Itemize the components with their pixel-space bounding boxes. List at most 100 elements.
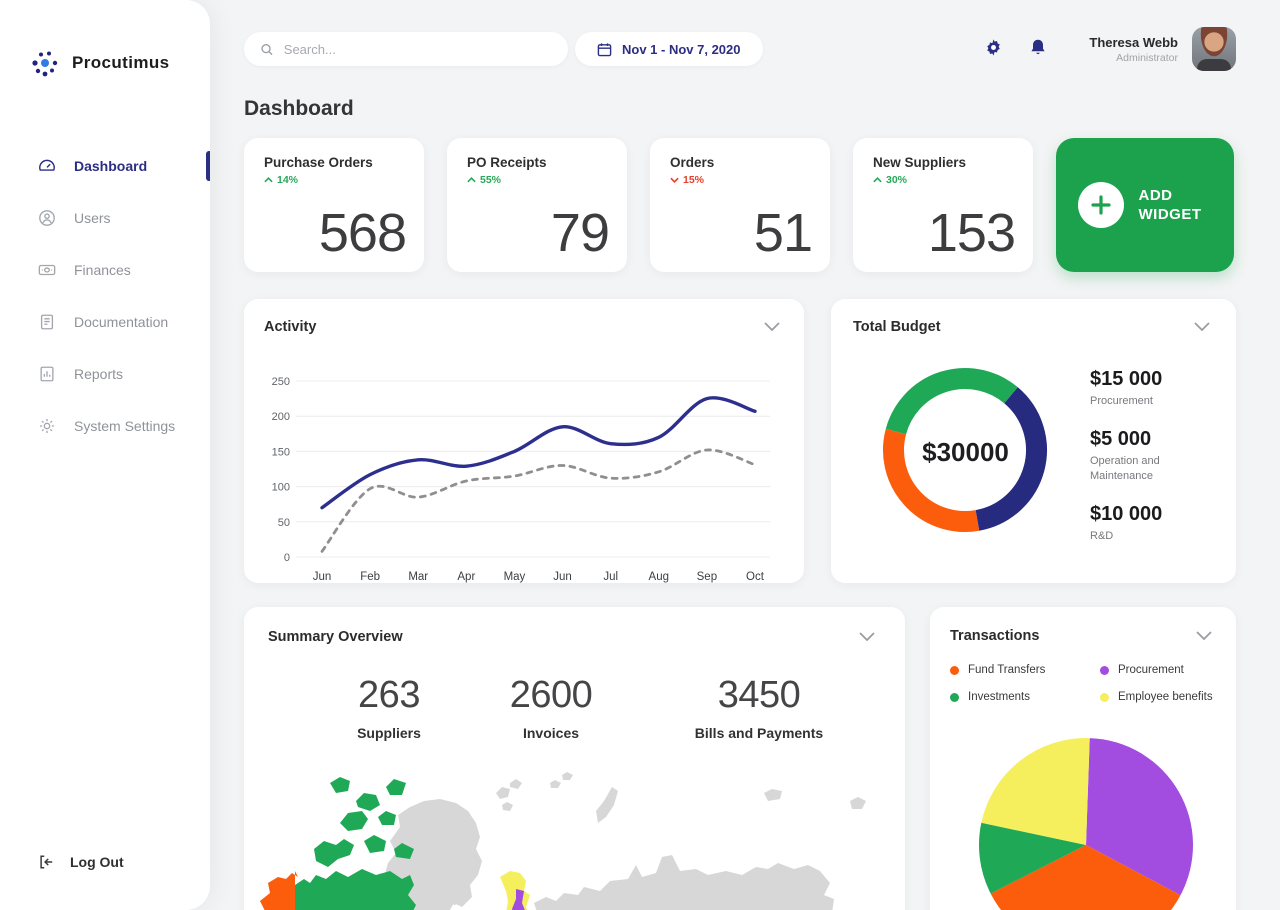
world-map xyxy=(244,753,905,910)
legend-item: Investments xyxy=(950,691,1100,703)
budget-total: $30000 xyxy=(922,436,1009,467)
svg-text:150: 150 xyxy=(272,446,290,458)
bell-icon xyxy=(1031,39,1045,55)
settings-gear-icon xyxy=(39,418,55,434)
chevron-down-icon xyxy=(859,632,875,642)
sidebar-item-reports[interactable]: Reports xyxy=(0,348,210,400)
budget-legend-item: $10 000 R&D xyxy=(1090,502,1163,542)
activity-collapse-button[interactable] xyxy=(760,315,784,338)
transactions-card: Transactions Fund Transfers Procurement … xyxy=(930,607,1236,910)
stat-title: Orders xyxy=(670,155,715,170)
add-widget-button[interactable]: ADD WIDGET xyxy=(1056,138,1234,272)
sidebar-nav: Dashboard Users Finances Documentation R… xyxy=(0,140,210,452)
stat-value: 568 xyxy=(318,203,407,263)
trend-up-icon xyxy=(467,177,476,183)
logout-icon xyxy=(40,855,53,869)
notifications-button[interactable] xyxy=(1023,32,1053,66)
sidebar-item-documentation[interactable]: Documentation xyxy=(0,296,210,348)
logo-dots-icon xyxy=(32,51,58,77)
svg-text:May: May xyxy=(504,571,526,583)
budget-legend-item: $15 000 Procurement xyxy=(1090,368,1163,407)
date-range-button[interactable]: Nov 1 - Nov 7, 2020 xyxy=(575,32,763,66)
stat-title: PO Receipts xyxy=(467,155,547,170)
summary-stat-bills: 3450 Bills and Payments xyxy=(694,674,824,741)
date-range-label: Nov 1 - Nov 7, 2020 xyxy=(622,41,741,57)
sidebar-item-label: Users xyxy=(74,210,111,226)
svg-text:50: 50 xyxy=(278,517,290,529)
logo-text: Procutimus xyxy=(72,53,170,72)
search-box[interactable] xyxy=(244,32,568,66)
logout-label: Log Out xyxy=(70,854,124,870)
sidebar-item-label: Documentation xyxy=(74,314,169,330)
chevron-down-icon xyxy=(1194,322,1210,332)
settings-button[interactable] xyxy=(978,32,1009,66)
sidebar: Procutimus Dashboard Users Finances Docu… xyxy=(0,0,210,910)
stat-value: 153 xyxy=(927,203,1016,263)
transactions-legend: Fund Transfers Procurement Investments E… xyxy=(950,664,1216,703)
finances-icon xyxy=(38,264,56,276)
sidebar-item-system-settings[interactable]: System Settings xyxy=(0,400,210,452)
activity-line-chart: 0 50 100 150 200 250 Jun Feb Mar Apr May Jun Jul Aug S… xyxy=(272,376,770,583)
legend-dot xyxy=(950,692,959,702)
svg-text:Jun: Jun xyxy=(553,571,572,583)
user-name: Theresa Webb xyxy=(1089,34,1178,50)
svg-text:200: 200 xyxy=(272,411,290,423)
logout-button[interactable]: Log Out xyxy=(0,854,210,910)
reports-icon xyxy=(40,366,54,382)
stat-card-purchase-orders: Purchase Orders 14% 568 xyxy=(244,138,424,272)
summary-collapse-button[interactable] xyxy=(855,625,879,648)
add-widget-label: ADD WIDGET xyxy=(1138,186,1202,224)
page-title: Dashboard xyxy=(244,97,354,120)
user-role: Administrator xyxy=(1116,51,1178,64)
stat-card-new-suppliers: New Suppliers 30% 153 xyxy=(853,138,1033,272)
svg-text:Sep: Sep xyxy=(697,571,717,583)
search-input[interactable] xyxy=(283,41,552,57)
world-map-svg xyxy=(260,772,866,910)
users-icon xyxy=(39,210,55,226)
legend-item: Procurement xyxy=(1100,664,1216,676)
summary-stat-invoices: 2600 Invoices xyxy=(509,674,593,741)
total-budget-title: Total Budget xyxy=(853,318,941,335)
dashboard-icon xyxy=(39,159,55,171)
avatar[interactable] xyxy=(1192,27,1236,71)
sidebar-item-finances[interactable]: Finances xyxy=(0,244,210,296)
budget-legend-item: $5 000 Operation and Maintenance xyxy=(1090,427,1160,482)
stat-trend: 55% xyxy=(467,174,607,186)
topbar: Nov 1 - Nov 7, 2020 Theresa Webb Adminis… xyxy=(244,27,1236,71)
stat-card-orders: Orders 15% 51 xyxy=(650,138,830,272)
svg-text:Oct: Oct xyxy=(746,571,765,583)
calendar-icon xyxy=(597,42,612,56)
budget-donut: $30000 xyxy=(853,342,1078,562)
transactions-title: Transactions xyxy=(950,627,1040,644)
activity-title: Activity xyxy=(264,318,317,335)
summary-title: Summary Overview xyxy=(268,628,403,645)
svg-text:Jul: Jul xyxy=(603,571,618,583)
sidebar-item-label: Dashboard xyxy=(74,158,148,174)
svg-text:0: 0 xyxy=(284,552,290,564)
chevron-down-icon xyxy=(764,322,780,332)
stat-title: New Suppliers xyxy=(873,155,967,170)
gear-icon xyxy=(987,39,1001,56)
sidebar-item-label: System Settings xyxy=(74,418,176,434)
legend-dot xyxy=(950,665,959,675)
stat-title: Purchase Orders xyxy=(264,155,373,170)
stat-cards-row: Purchase Orders 14% 568 PO Receipts 55% … xyxy=(244,138,1236,272)
svg-text:Jun: Jun xyxy=(313,571,332,583)
main-content: Nov 1 - Nov 7, 2020 Theresa Webb Adminis… xyxy=(210,0,1280,910)
svg-text:Apr: Apr xyxy=(457,571,475,583)
logo: Procutimus xyxy=(0,0,210,78)
stat-trend: 14% xyxy=(264,174,404,186)
sidebar-item-users[interactable]: Users xyxy=(0,192,210,244)
total-budget-collapse-button[interactable] xyxy=(1190,315,1214,338)
transactions-pie-chart xyxy=(979,738,1193,910)
legend-item: Fund Transfers xyxy=(950,664,1100,676)
trend-up-icon xyxy=(873,177,882,183)
legend-dot xyxy=(1100,665,1109,675)
budget-legend: $15 000 Procurement $5 000 Operation and… xyxy=(1090,368,1200,562)
svg-text:100: 100 xyxy=(272,482,290,494)
svg-text:Mar: Mar xyxy=(408,571,428,583)
transactions-collapse-button[interactable] xyxy=(1192,624,1216,647)
summary-overview-card: Summary Overview 263 Suppliers 2600 Invo… xyxy=(244,607,905,910)
sidebar-item-dashboard[interactable]: Dashboard xyxy=(0,140,210,192)
activity-card: Activity 0 50 100 150 200 250 Jun Feb Mar Apr May J… xyxy=(244,299,804,583)
